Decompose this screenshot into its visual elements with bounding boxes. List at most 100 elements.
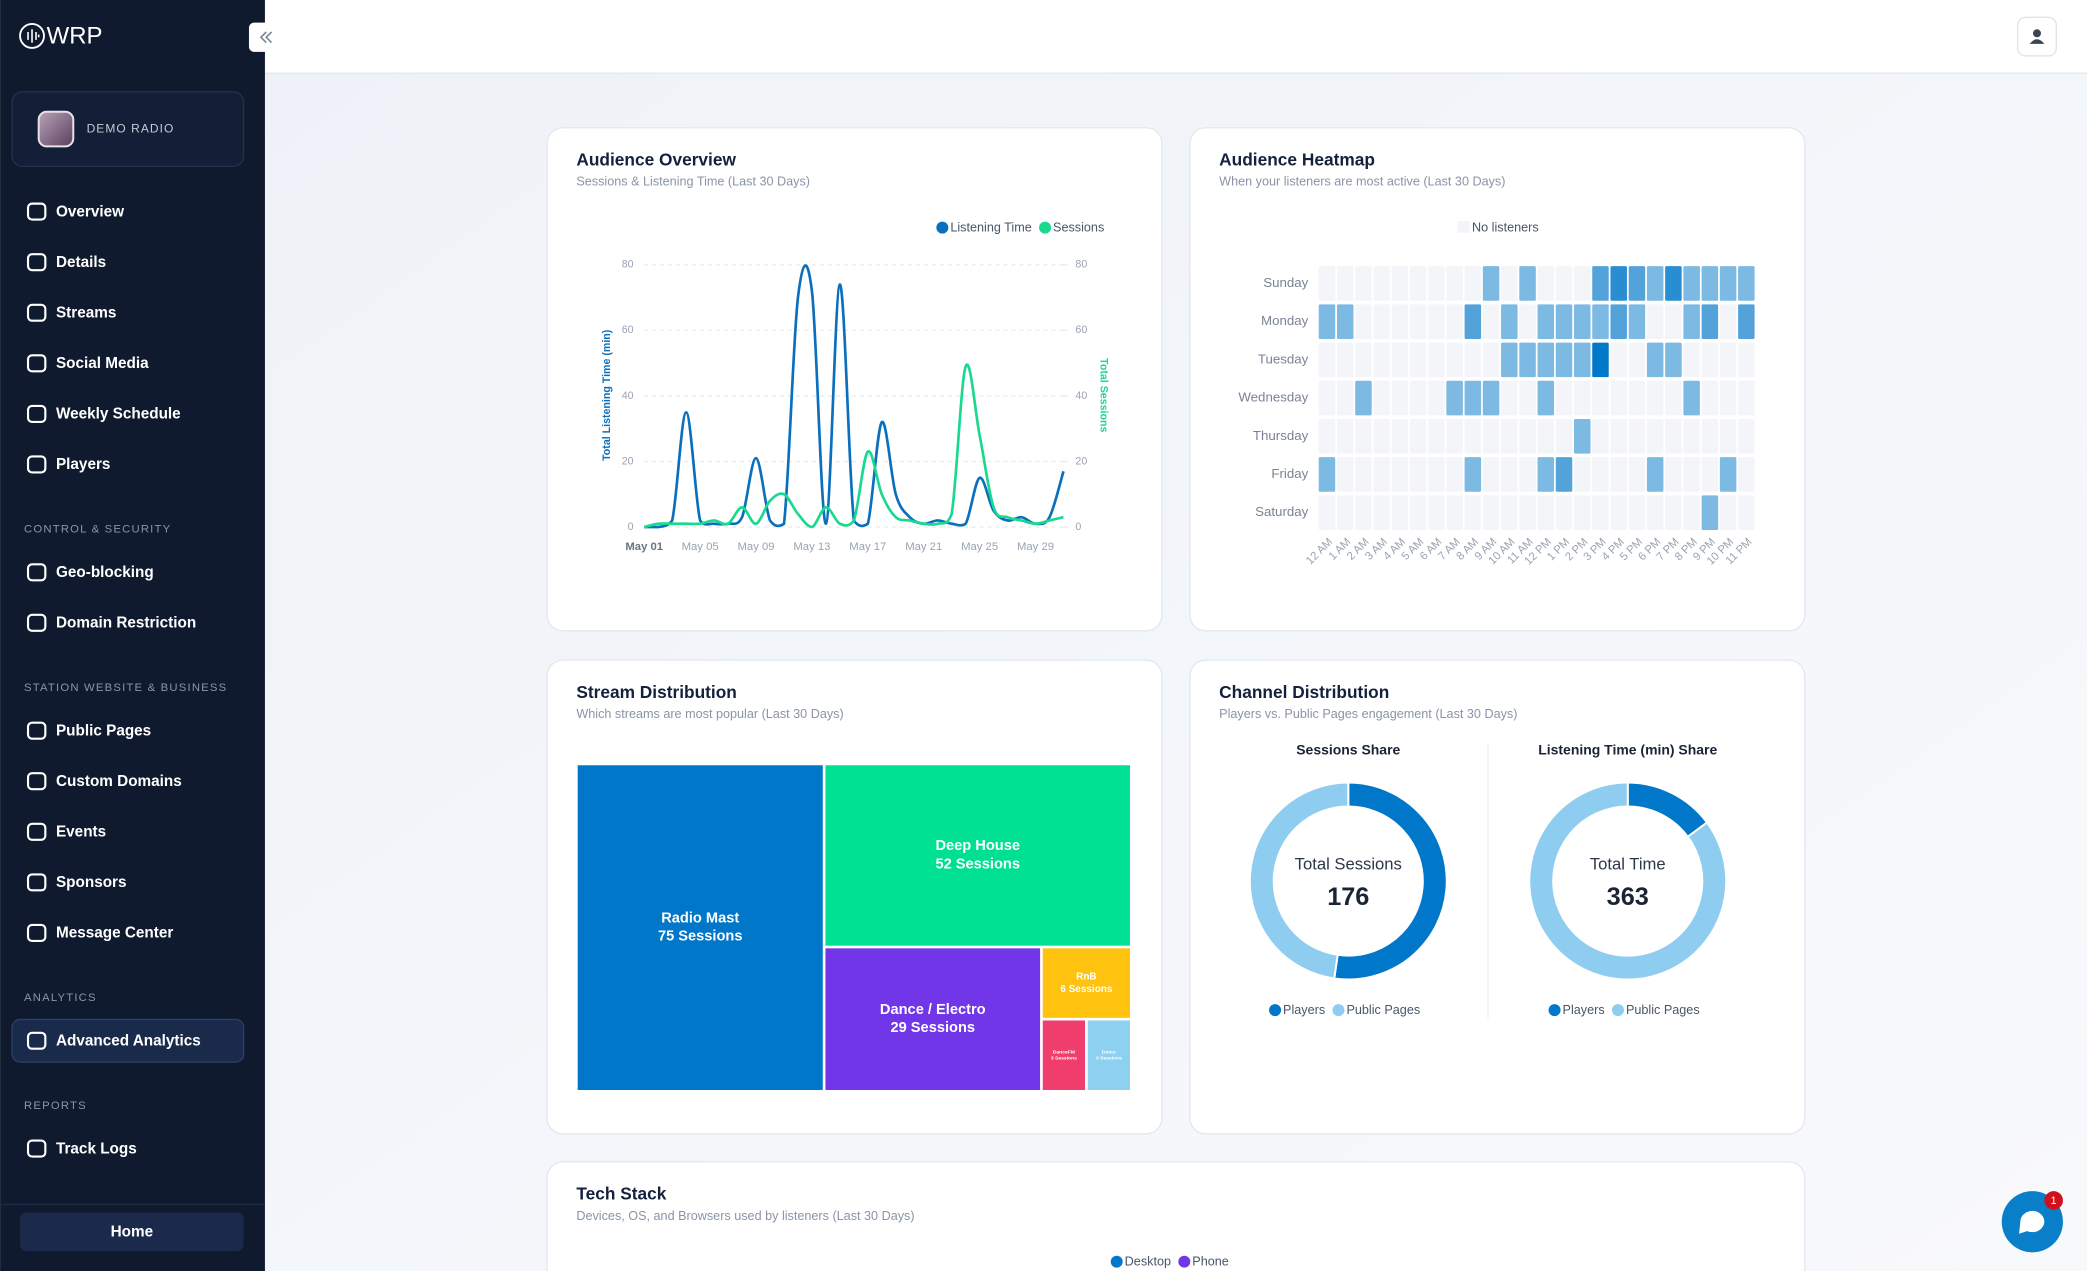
heat-cell [1409,418,1427,454]
heat-cell [1719,304,1737,339]
heat-cell [1391,266,1409,301]
donut-segment [1248,781,1350,980]
center-total: 363 [1607,883,1649,911]
card-title: Audience Overview [576,150,736,170]
card-subtitle: Which streams are most popular (Last 30 … [576,707,843,721]
heat-cell [1555,342,1573,378]
nav-item[interactable]: Message Center [26,923,173,943]
row-label: Tuesday [1258,351,1309,366]
heat-cell [1482,418,1500,454]
heat-cell [1610,266,1627,301]
tile-name: Radio Mast [661,910,739,926]
x-tick-label: May 09 [738,541,775,553]
home-button[interactable]: Home [20,1212,244,1252]
card-subtitle: Players vs. Public Pages engagement (Las… [1219,707,1517,721]
collapse-button[interactable] [248,22,279,52]
heat-cell [1573,495,1591,530]
heat-cell [1555,418,1573,454]
heat-cell [1318,457,1336,492]
heat-cell [1555,304,1573,339]
nav-item[interactable]: Advanced Analytics [11,1018,245,1063]
user-button[interactable] [2017,16,2057,57]
heat-cell [1409,457,1427,492]
nav-item[interactable]: Overview [26,202,124,221]
heat-cell [1501,266,1518,301]
chat-button[interactable]: 1 [2001,1191,2063,1253]
card-subtitle: When your listeners are most active (Las… [1219,175,1505,189]
heat-cell [1701,304,1719,339]
y-tick-label: 80 [622,259,634,271]
heat-cell [1446,457,1463,492]
legend-label: Listening Time [950,221,1031,235]
heat-cell [1409,495,1427,530]
heat-cell [1464,342,1482,378]
heat-cell [1318,380,1336,416]
nav-item[interactable]: Streams [26,303,116,322]
legend-label: Desktop [1125,1255,1171,1269]
row-label: Thursday [1253,428,1309,443]
heat-cell [1665,342,1682,378]
heat-cell [1555,457,1573,492]
row-label: Friday [1271,466,1308,481]
nav-icon [26,772,47,791]
nav-item[interactable]: Track Logs [26,1139,137,1158]
nav-label: Public Pages [56,722,151,739]
nav-item[interactable]: Public Pages [26,721,151,740]
heat-cell [1683,418,1700,454]
heat-cell [1446,342,1463,378]
notification-count: 1 [2051,1195,2057,1207]
heat-cell [1336,380,1354,416]
heat-cell [1519,266,1536,301]
heat-cell [1318,266,1336,301]
heat-cell [1738,266,1755,301]
heat-cell [1355,418,1372,454]
heat-cell [1318,495,1336,530]
y-tick-label: 20 [622,455,634,467]
heat-cell [1355,342,1372,378]
station-card[interactable]: DEMO RADIO [11,91,245,168]
nav-active-bg [11,1018,245,1063]
heat-cell [1537,495,1555,530]
legend-dot [1611,1004,1624,1017]
nav-item[interactable]: Weekly Schedule [26,404,181,423]
nav-item[interactable]: Domain Restriction [26,613,196,632]
legend-label: Sessions [1053,221,1104,235]
card-title: Tech Stack [576,1184,666,1204]
nav-item[interactable]: Geo-blocking [26,563,154,582]
nav-item[interactable]: Social Media [26,354,149,373]
nav-icon [26,404,47,423]
heat-cell [1537,457,1555,492]
x-tick-label: May 25 [961,541,998,553]
tile-name: Demo [1102,1049,1116,1055]
heat-cell [1519,380,1536,416]
y2-tick-label: 0 [1075,521,1081,533]
heat-cell [1318,304,1336,339]
nav-item[interactable]: Players [26,455,110,474]
legend-label: No listeners [1472,221,1539,235]
nav-item[interactable]: Events [26,822,106,841]
heat-cell [1683,495,1700,530]
station-name: DEMO RADIO [87,121,175,135]
brand-logo: WRP [19,23,103,50]
legend-dot [1332,1004,1345,1017]
y-axis-label: Total Listening Time (min) [601,329,613,461]
heat-cell [1573,304,1591,339]
heat-cell [1592,266,1609,301]
nav-label: Social Media [56,355,149,372]
tile-value: 6 Sessions [1060,984,1113,995]
nav-label: Domain Restriction [56,615,196,632]
row-label: Sunday [1263,275,1308,290]
nav-item[interactable]: Sponsors [26,873,127,892]
heat-cell [1409,304,1427,339]
heat-cell [1464,418,1482,454]
nav-item[interactable]: Details [26,253,106,272]
heat-cell [1537,380,1555,416]
heat-cell [1665,380,1682,416]
heat-cell [1391,495,1409,530]
heat-cell [1373,266,1390,301]
heat-cell [1738,457,1755,492]
nav-item[interactable]: Custom Domains [26,772,182,791]
y2-tick-label: 80 [1075,259,1087,271]
heat-cell [1610,495,1627,530]
